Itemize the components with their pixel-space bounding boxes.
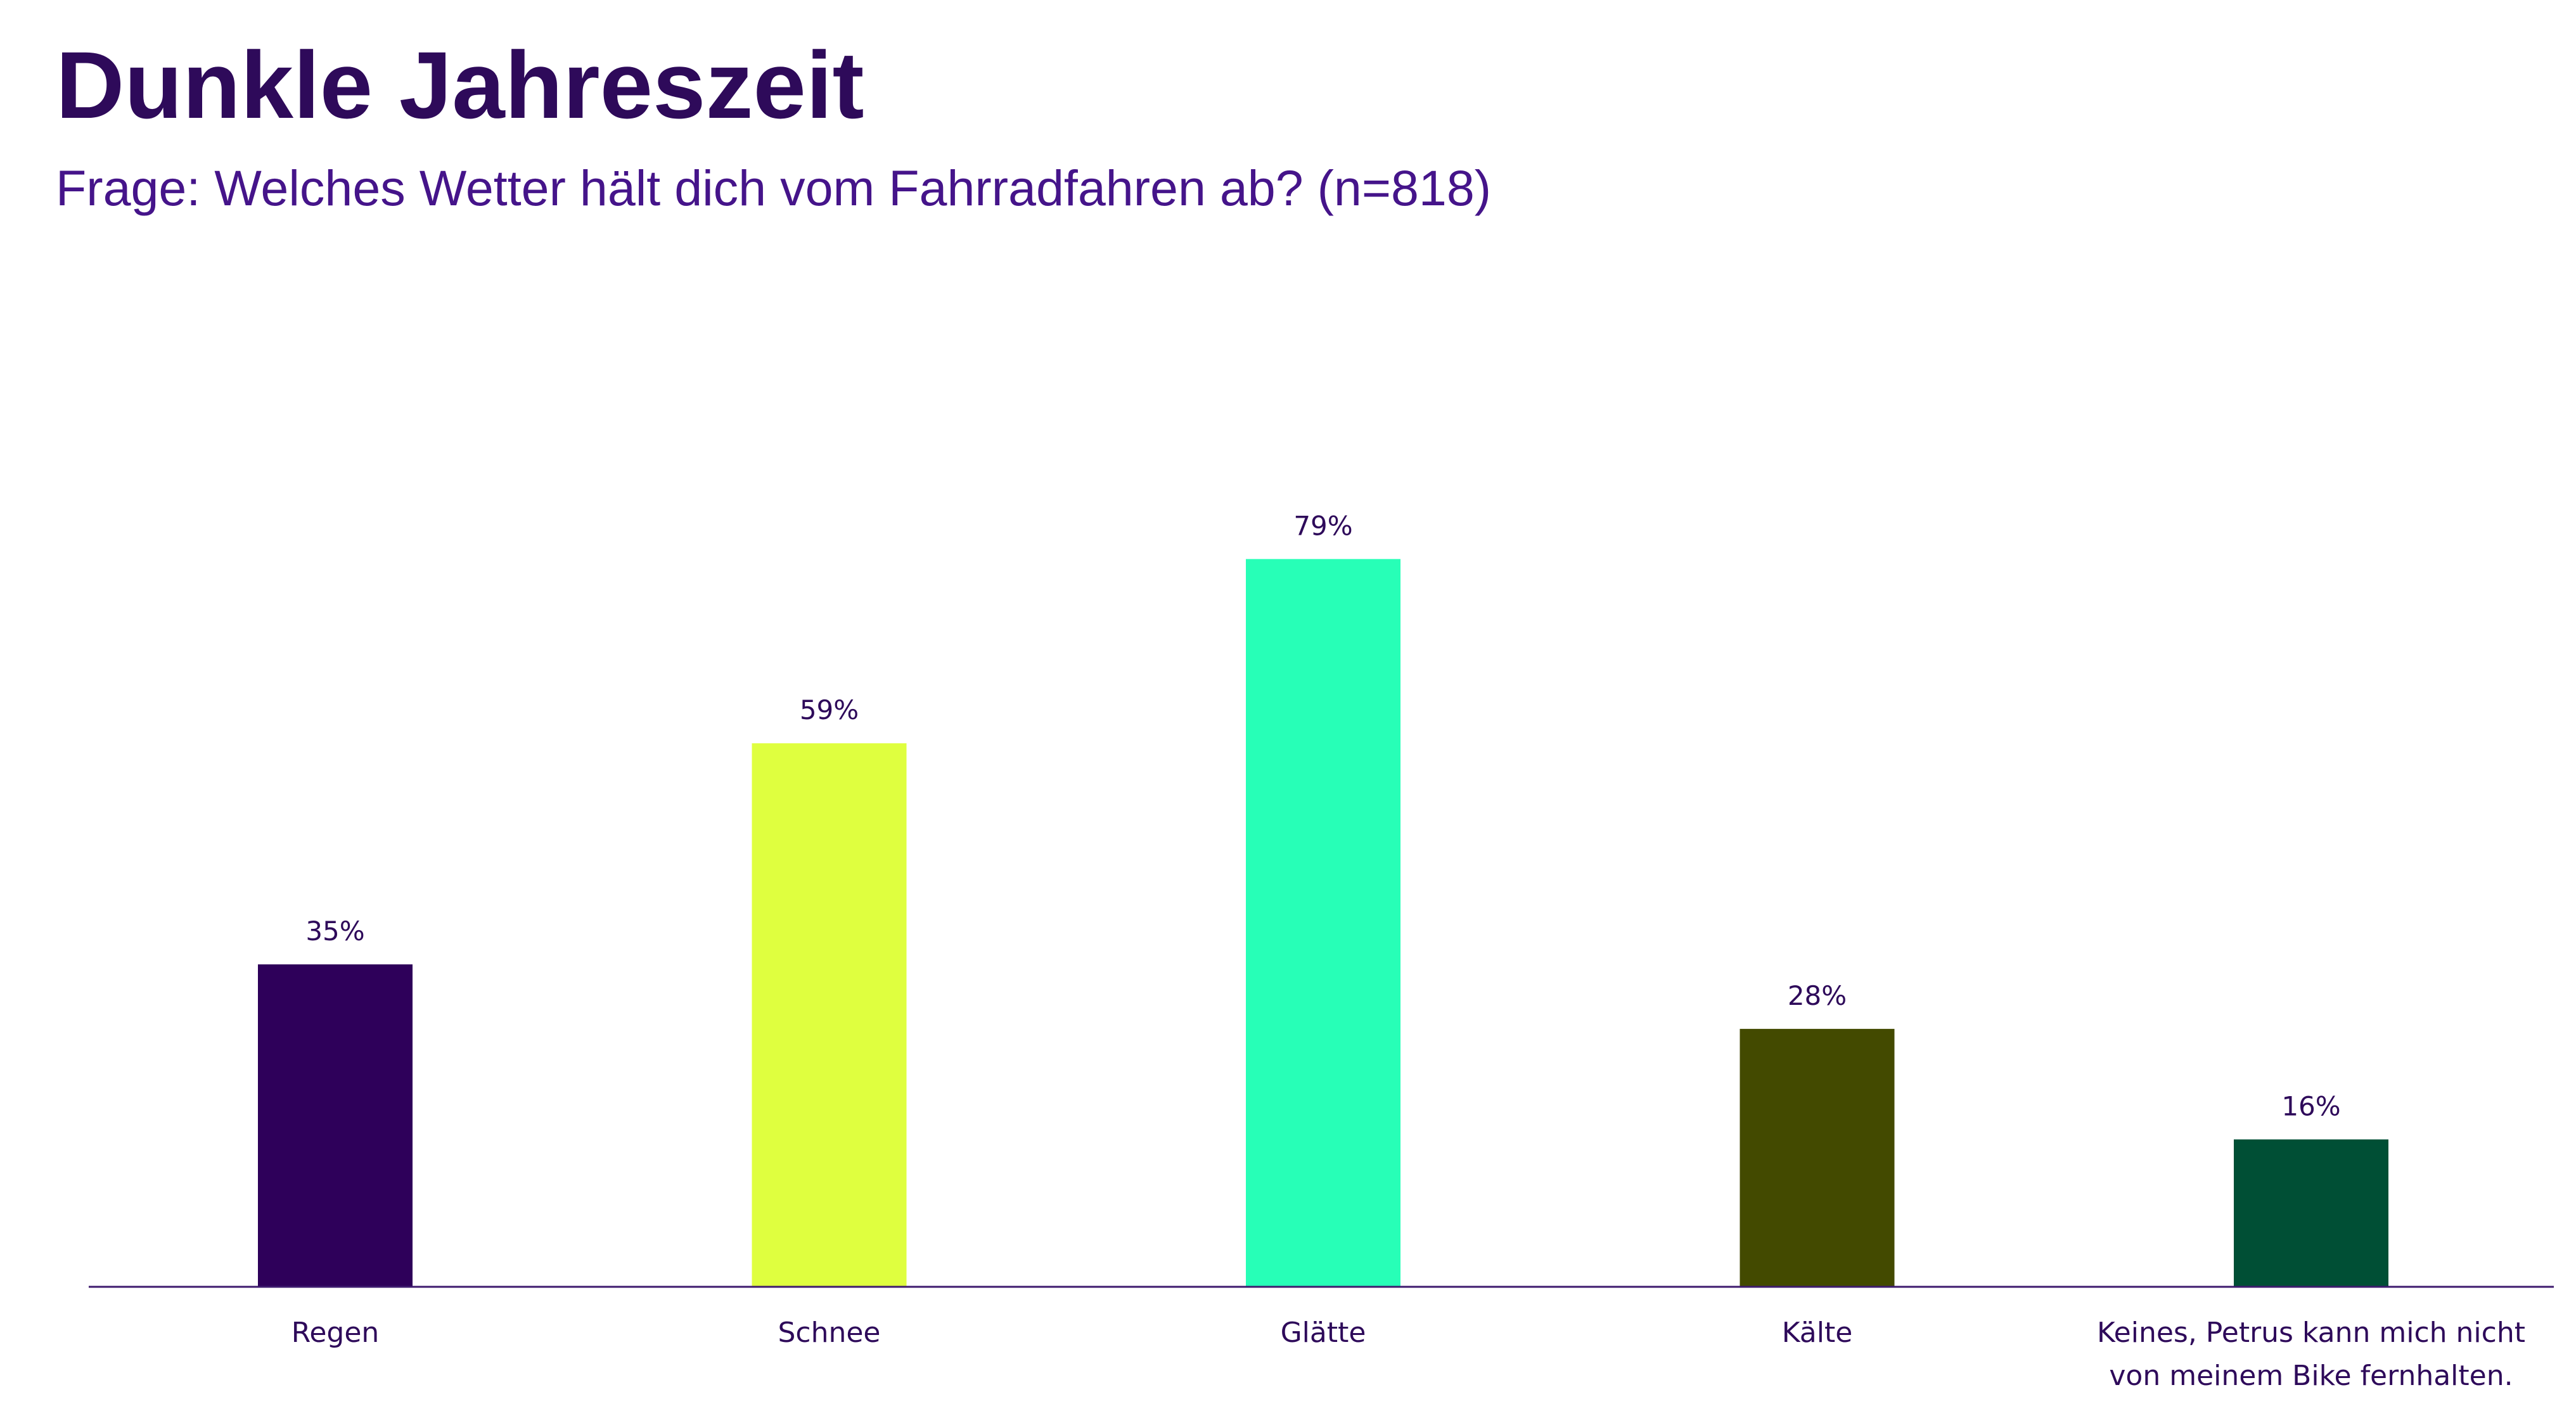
bar-4 — [1740, 1028, 1895, 1287]
category-label-5-line-1: Keines, Petrus kann mich nicht — [2097, 1317, 2525, 1349]
category-label-4: Kälte — [1782, 1317, 1853, 1349]
value-label-3: 79% — [1293, 510, 1352, 541]
category-label-2: Schnee — [778, 1317, 880, 1349]
category-label-1: Regen — [292, 1317, 380, 1349]
bar-3 — [1246, 559, 1400, 1287]
category-label-3: Glätte — [1281, 1317, 1366, 1349]
bar-1 — [258, 964, 413, 1287]
value-label-2: 59% — [800, 694, 859, 725]
category-label-5-line-2: von meinem Bike fernhalten. — [2109, 1360, 2513, 1392]
chart-subtitle: Frage: Welches Wetter hält dich vom Fahr… — [56, 160, 1492, 216]
value-label-4: 28% — [1788, 980, 1847, 1011]
chart-title: Dunkle Jahreszeit — [56, 32, 864, 138]
value-label-1: 35% — [305, 916, 364, 947]
value-label-5: 16% — [2281, 1090, 2340, 1121]
bar-2 — [752, 743, 907, 1287]
bar-5 — [2234, 1139, 2388, 1287]
